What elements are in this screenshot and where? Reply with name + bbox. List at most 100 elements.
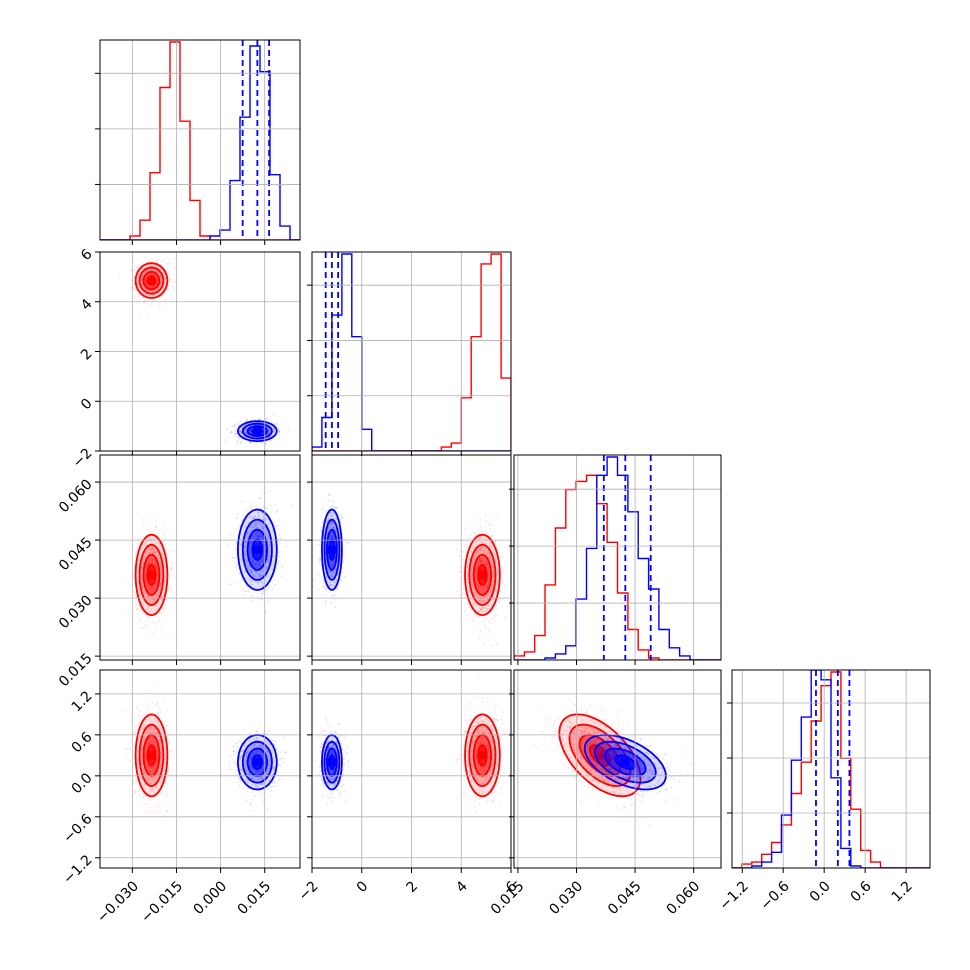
sample-point (138, 709, 141, 712)
sample-point (141, 279, 143, 281)
sample-point (146, 585, 149, 587)
sample-point (138, 273, 140, 276)
sample-point (256, 560, 259, 563)
sample-point (136, 281, 139, 284)
sample-point (155, 525, 158, 528)
sample-point (150, 547, 152, 550)
sample-point (257, 536, 260, 538)
sample-point (254, 570, 257, 572)
sample-point (133, 573, 136, 576)
sample-point (160, 282, 163, 285)
sample-point (161, 541, 164, 544)
sample-point (255, 536, 258, 539)
sample-point (250, 568, 253, 571)
sample-point (268, 575, 270, 577)
sample-point (262, 544, 265, 547)
sample-point (345, 537, 348, 540)
sample-point (147, 290, 150, 292)
sample-point (145, 270, 148, 273)
sample-point (244, 429, 247, 431)
sample-point (141, 284, 144, 286)
sample-point (153, 586, 156, 589)
sample-point (142, 562, 145, 564)
sample-point (238, 572, 240, 574)
sample-point (152, 598, 155, 600)
sample-point (248, 591, 250, 593)
sample-point (147, 294, 150, 297)
sample-point (158, 588, 161, 590)
sample-point (483, 559, 486, 562)
sample-point (165, 794, 168, 797)
sample-point (251, 559, 254, 562)
sample-point (138, 299, 140, 302)
sample-point (504, 615, 506, 618)
sample-point (469, 533, 472, 536)
sample-point (127, 769, 129, 772)
sample-point (144, 279, 147, 282)
sample-point (249, 515, 252, 518)
sample-point (159, 585, 162, 588)
sample-point (145, 567, 148, 570)
sample-point (154, 605, 157, 608)
sample-point (274, 571, 277, 574)
sample-point (259, 535, 261, 538)
sample-point (152, 552, 154, 554)
sample-point (463, 594, 466, 596)
sample-point (231, 425, 234, 428)
sample-point (258, 418, 261, 420)
sample-point (155, 564, 158, 566)
density-peak (478, 570, 487, 579)
sample-point (140, 572, 143, 575)
sample-point (145, 276, 148, 279)
sample-point (250, 560, 253, 563)
sample-point (139, 594, 142, 596)
sample-point (147, 595, 150, 598)
sample-point (152, 268, 155, 271)
sample-point (151, 632, 154, 635)
sample-point (141, 524, 144, 526)
sample-point (142, 286, 145, 289)
sample-point (142, 274, 144, 277)
sample-point (272, 555, 275, 558)
sample-point (164, 281, 167, 284)
sample-point (150, 286, 153, 289)
sample-point (129, 760, 132, 763)
sample-point (162, 288, 164, 291)
sample-point (279, 537, 282, 539)
sample-point (252, 533, 255, 536)
sample-point (147, 595, 150, 598)
sample-point (256, 531, 259, 534)
sample-point (279, 555, 281, 558)
sample-point (245, 553, 248, 556)
sample-point (156, 278, 159, 281)
sample-point (142, 273, 145, 276)
sample-point (145, 276, 148, 278)
sample-point (490, 535, 493, 538)
sample-point (155, 565, 158, 568)
sample-point (504, 584, 506, 587)
sample-point (160, 583, 163, 586)
sample-point (257, 535, 260, 538)
sample-point (154, 562, 157, 565)
sample-point (241, 441, 244, 443)
sample-point (267, 429, 270, 432)
sample-point (161, 305, 164, 308)
sample-point (241, 519, 244, 521)
sample-point (146, 313, 149, 316)
sample-point (125, 754, 128, 756)
sample-point (146, 607, 149, 609)
sample-point (156, 594, 159, 597)
sample-point (479, 537, 482, 539)
sample-point (132, 288, 135, 290)
sample-point (148, 561, 151, 563)
sample-point (145, 282, 148, 285)
sample-point (240, 431, 243, 434)
sample-point (169, 589, 171, 592)
sample-point (258, 564, 261, 566)
sample-point (236, 435, 239, 438)
sample-point (266, 433, 269, 436)
sample-point (269, 490, 272, 493)
sample-point (262, 555, 265, 557)
sample-point (238, 525, 241, 528)
